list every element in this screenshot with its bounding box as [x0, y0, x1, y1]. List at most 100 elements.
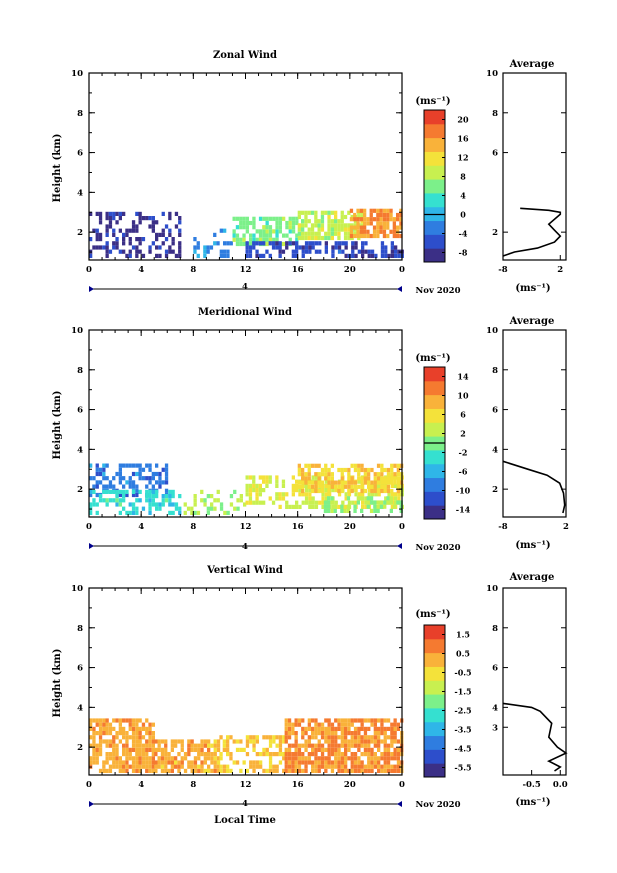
heatmap-cell [135, 722, 139, 727]
heatmap-cell [125, 253, 129, 258]
heatmap-cell [357, 739, 361, 744]
heatmap-cell [307, 743, 311, 748]
heatmap-cell [151, 752, 155, 757]
heatmap-cell [383, 484, 387, 489]
heatmap-cell [138, 768, 142, 773]
heatmap-cell [394, 483, 398, 488]
heatmap-cell [128, 747, 132, 752]
heatmap-cell [180, 760, 184, 765]
heatmap-cell [193, 502, 197, 507]
heatmap-cell [314, 504, 319, 509]
heatmap-cell [148, 726, 152, 731]
heatmap-cell [138, 718, 142, 723]
heatmap-cell [105, 232, 109, 237]
heatmap-cell [262, 488, 266, 493]
heatmap-cell [380, 241, 385, 246]
heatmap-cell [112, 747, 116, 752]
heatmap-cell [340, 508, 344, 513]
heatmap-cell [353, 231, 358, 236]
colorbar-swatch [424, 137, 445, 152]
heatmap-cell [367, 768, 371, 773]
heatmap-cell [180, 764, 184, 769]
heatmap-cell [360, 764, 364, 769]
heatmap-cell [304, 223, 308, 228]
heatmap-cell [262, 747, 266, 752]
heatmap-cell [190, 760, 194, 765]
heatmap-cell [200, 764, 204, 769]
heatmap-cell [337, 752, 341, 757]
heatmap-cell [363, 764, 368, 769]
heatmap-cell [128, 756, 132, 761]
heatmap-cell [105, 743, 109, 748]
heatmap-cell [327, 231, 331, 236]
heatmap-cell [386, 488, 391, 494]
heatmap-cell [314, 484, 318, 489]
heatmap-cell [278, 241, 282, 246]
heatmap-cell [255, 735, 259, 740]
heatmap-cell [135, 249, 139, 254]
heatmap-cell [135, 760, 139, 765]
heatmap-cell [379, 500, 384, 505]
heatmap-cell [360, 722, 364, 727]
heatmap-cell [125, 760, 129, 765]
heatmap-cell [297, 752, 302, 757]
heatmap-cell [301, 472, 305, 477]
colorbar-tick-label: 14 [457, 372, 469, 382]
heatmap-cell [364, 496, 368, 501]
heatmap-cell [324, 241, 328, 246]
heatmap-cell [219, 253, 223, 258]
heatmap-cell [92, 743, 96, 748]
heatmap-cell [219, 764, 223, 769]
heatmap-cell [275, 764, 279, 769]
heatmap-cell [311, 726, 315, 731]
heatmap-cell [122, 494, 126, 499]
heatmap-cell [98, 471, 103, 477]
heatmap-cell [249, 735, 253, 740]
heatmap-cell [138, 760, 142, 765]
heatmap-cell [317, 227, 321, 232]
heatmap-cell [344, 739, 348, 744]
heatmap-cell [95, 480, 99, 485]
heatmap-cell [304, 476, 308, 481]
heatmap-cell [347, 500, 352, 505]
heatmap-cell [245, 245, 249, 250]
heatmap-cell [367, 739, 371, 744]
colorbar-swatch [424, 491, 445, 506]
heatmap-cell [232, 233, 236, 238]
heatmap-cell [284, 756, 288, 761]
heatmap-cell [108, 484, 113, 489]
heatmap-cell [340, 722, 344, 727]
heatmap-cell [131, 224, 136, 229]
heatmap-cell [174, 253, 179, 258]
heatmap-cell [155, 463, 159, 468]
heatmap-cell [308, 504, 312, 509]
x-tick-label: 4 [138, 522, 144, 532]
heatmap-cell [340, 488, 344, 494]
heatmap-cell [122, 241, 126, 246]
heatmap-cell [383, 467, 387, 473]
heatmap-cell [262, 752, 266, 757]
heatmap-cell [327, 480, 331, 485]
heatmap-cell [317, 756, 321, 761]
heatmap-cell [145, 731, 149, 736]
heatmap-cell [138, 756, 142, 761]
heatmap-cell [327, 731, 331, 736]
heatmap-cell [343, 231, 348, 236]
heatmap-cell [393, 764, 397, 769]
heatmap-cell [258, 500, 262, 505]
heatmap-cell [200, 747, 204, 752]
heatmap-cell [327, 500, 331, 505]
heatmap-cell [138, 739, 142, 744]
heatmap-cell [353, 508, 357, 513]
heatmap-cell [380, 756, 384, 761]
heatmap-cell [145, 756, 149, 761]
heatmap-cell [242, 225, 246, 230]
heatmap-cell [105, 731, 109, 736]
heatmap-cell [330, 496, 334, 501]
colorbar-swatch [424, 192, 445, 208]
heatmap-cell [115, 471, 119, 477]
avg-x-tick-label: 0.0 [553, 780, 568, 790]
heatmap-cell [177, 768, 181, 773]
heatmap-cell [206, 249, 210, 254]
heatmap-cell [330, 726, 335, 731]
